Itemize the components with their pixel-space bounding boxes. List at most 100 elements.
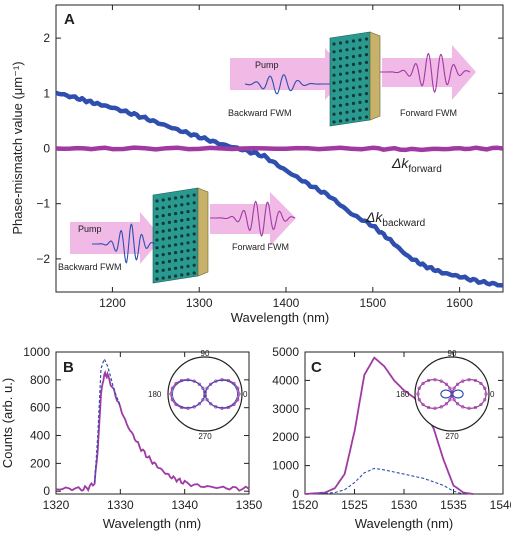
polar-lobe (171, 379, 239, 409)
metamaterial-slab-icon (152, 187, 209, 284)
slab-hole (167, 205, 171, 209)
y-tick-label: 200 (30, 456, 50, 470)
slab-hole (192, 255, 196, 259)
polar-point (201, 386, 205, 390)
polar-point (433, 378, 437, 382)
slab-hole (161, 268, 165, 272)
slab-hole (338, 80, 343, 84)
panel-c-x-label: Wavelength (nm) (355, 516, 454, 531)
inset-top-forward-fwm-label: Forward FWM (400, 108, 457, 118)
slab-hole (345, 71, 349, 75)
slab-hole (358, 85, 362, 89)
polar-label-90: 90 (448, 349, 457, 358)
inset-bottom-diagram: Pump Backward FWM Forward FWM (58, 187, 296, 284)
slab-hole (338, 57, 343, 61)
slab-hole (358, 77, 362, 81)
slab-hole (364, 92, 369, 96)
slab-hole (351, 55, 356, 59)
slab-hole (358, 69, 362, 73)
slab-hole (338, 41, 343, 45)
polar-point (209, 382, 213, 386)
x-tick-label: 1340 (171, 498, 198, 512)
polar-point (439, 379, 443, 383)
polar-label-180: 180 (148, 390, 162, 399)
polar-point (416, 392, 420, 396)
x-tick-label: 1600 (446, 296, 473, 310)
slab-hole (358, 116, 362, 120)
forward-arrow-icon (210, 192, 296, 246)
pump-arrow-icon (230, 48, 348, 100)
x-tick-label: 1525 (341, 498, 368, 512)
x-tick-label: 1530 (391, 498, 418, 512)
pump-arrow-icon (70, 212, 162, 264)
slab-hole (192, 271, 196, 275)
backward-wave-packet-icon (92, 223, 156, 264)
polar-point (456, 382, 460, 386)
polar-lobe (440, 389, 464, 399)
panel-c-series (304, 356, 474, 495)
panel-c-letter: C (311, 359, 322, 376)
y-tick-label: 4000 (272, 373, 299, 387)
slab-hole (186, 233, 190, 237)
slab-hole (358, 108, 362, 112)
y-tick-label: 400 (30, 429, 50, 443)
slab-hole (167, 236, 171, 240)
slab-hole (351, 62, 356, 66)
slab-hole (358, 100, 362, 104)
polar-label-0: 0 (243, 390, 248, 399)
panel-b-letter: B (63, 359, 74, 376)
slab-hole (155, 269, 159, 273)
x-tick-label: 1350 (236, 498, 263, 512)
slab-hole (332, 97, 336, 101)
y-tick-label: 1 (43, 86, 50, 100)
slab-hole (174, 204, 178, 208)
slab-hole (180, 226, 184, 230)
slab-hole (186, 225, 190, 229)
slab-hole (167, 244, 171, 248)
slab-hole (345, 110, 349, 114)
slab-hole (186, 249, 190, 253)
slab-hole (161, 237, 165, 241)
slab-hole (180, 195, 184, 199)
slab-hole (155, 215, 159, 219)
x-tick-label: 1400 (273, 296, 300, 310)
polar-point (461, 405, 465, 409)
slab-hole (332, 120, 336, 124)
slab-hole (186, 272, 190, 276)
polar-point (209, 402, 213, 406)
y-tick-label: 2000 (272, 430, 299, 444)
slab-hole (332, 104, 336, 108)
slab-hole (332, 42, 336, 46)
panel-a-ticks: 1200 1300 1400 1500 1600 −2 −1 0 1 2 (36, 5, 503, 310)
polar-point (439, 405, 443, 409)
slab-hole (180, 211, 184, 215)
slab-hole (180, 218, 184, 222)
slab-hole (345, 102, 349, 106)
panel-b-series (55, 357, 250, 493)
polar-point (433, 406, 437, 410)
slab-hole (167, 197, 171, 201)
inset-bottom-forward-fwm-label: Forward FWM (232, 242, 289, 252)
slab-hole (345, 87, 349, 91)
slab-hole (358, 93, 362, 97)
slab-hole (364, 76, 369, 80)
slab-hole (345, 56, 349, 60)
polar-point (421, 402, 425, 407)
polar-point (444, 402, 448, 406)
polar-point (467, 406, 471, 410)
slab-hole (161, 253, 165, 257)
y-tick-label: 3000 (272, 402, 299, 416)
slab-hole (161, 206, 165, 210)
slab-hole (332, 73, 336, 77)
y-tick-label: 800 (30, 373, 50, 387)
polar-point (205, 386, 209, 390)
slab-hole (174, 196, 178, 200)
y-tick-label: 0 (292, 487, 299, 501)
polar-point (417, 398, 421, 402)
panel-b-x-label: Wavelength (nm) (103, 516, 202, 531)
slab-hole (351, 101, 356, 105)
inset-bottom-backward-fwm-label: Backward FWM (58, 262, 122, 272)
